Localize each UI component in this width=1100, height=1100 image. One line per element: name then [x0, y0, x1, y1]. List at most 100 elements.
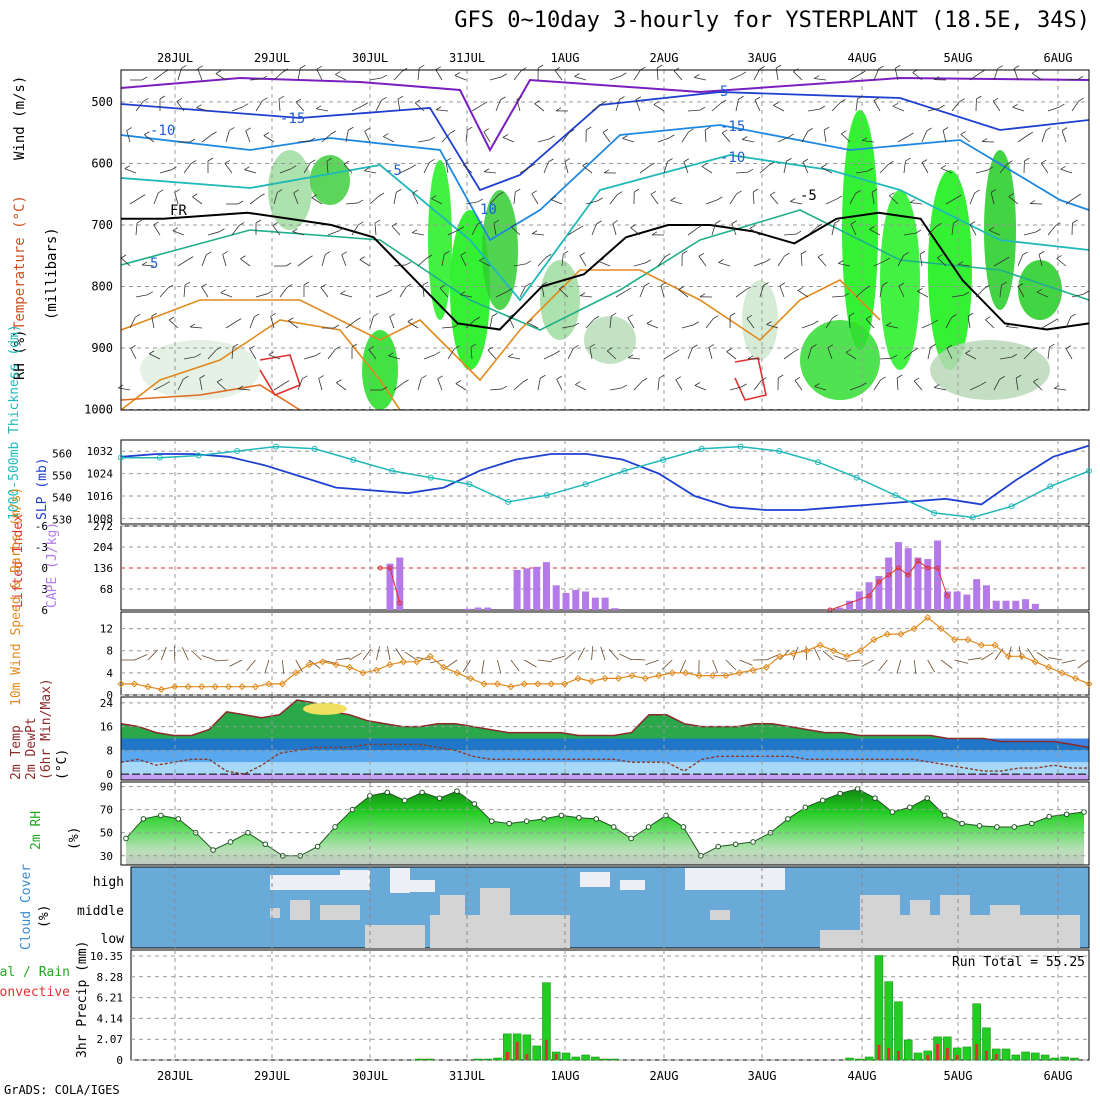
wind-barb — [678, 289, 689, 298]
wind-barb — [889, 195, 899, 205]
cape-bar — [875, 576, 883, 610]
wind-barb — [942, 130, 947, 143]
wind-barb-flag — [406, 283, 412, 288]
rh-shade — [140, 340, 260, 400]
wind-barb-flag — [1013, 65, 1020, 69]
wind-barb-flag — [1036, 288, 1043, 293]
wind-barb-flag — [1029, 200, 1036, 204]
wind-barb — [711, 223, 716, 236]
wind-barb — [513, 192, 516, 205]
wind-barb-flag — [483, 168, 490, 173]
x-tick-label-bottom: 30JUL — [352, 1069, 388, 1083]
wind-barb-flag — [1083, 290, 1089, 295]
wind-barb — [516, 99, 521, 112]
wind-barb-flag — [832, 314, 838, 319]
wind-barb-flag — [979, 69, 986, 74]
wind-barb — [777, 255, 785, 267]
wind-barb — [921, 162, 929, 174]
wind-barb — [445, 659, 458, 669]
wind-barb — [879, 357, 892, 360]
precip-frame — [130, 949, 1090, 1061]
wind-speed-marker — [1004, 652, 1012, 660]
x-tick-label-bottom: 3AUG — [748, 1069, 777, 1083]
wind-barb — [1023, 231, 1036, 236]
precip-convective-bar — [984, 1050, 988, 1060]
wind-speed-marker — [332, 661, 340, 669]
wind-barb-flag — [303, 281, 310, 286]
rh-marker — [994, 824, 1000, 830]
wind-barb-flag — [956, 194, 962, 199]
wind-barb — [1041, 130, 1047, 143]
wind-barb — [345, 130, 349, 143]
wind-barb — [196, 107, 209, 112]
wind-barb — [615, 290, 627, 298]
wind-barb — [903, 232, 916, 236]
wind-barb-flag — [627, 354, 634, 359]
wind-barb-flag — [819, 105, 826, 110]
thickness-marker — [311, 445, 318, 452]
wind-barb — [633, 262, 646, 267]
wind-barb — [423, 354, 436, 360]
wind-barb-flag — [909, 199, 916, 203]
x-tick-label-bottom: 2AUG — [650, 1069, 679, 1083]
rh-shade — [800, 320, 880, 400]
wind-barb — [462, 659, 471, 673]
precip-total-bar — [610, 1058, 620, 1061]
precip-total-bar — [845, 1057, 854, 1061]
wind-barb — [990, 192, 995, 205]
wind-barb — [135, 101, 144, 112]
wind-speed-marker — [453, 669, 461, 677]
wind-barb-flag — [669, 134, 675, 139]
wind-barb-flag — [181, 65, 187, 69]
wind-barb-flag — [429, 136, 436, 141]
wind-barb — [591, 103, 602, 112]
wind-barb — [940, 167, 953, 174]
wind-barb — [849, 193, 856, 205]
wind-barb-flag — [285, 262, 292, 267]
rh-marker — [1028, 820, 1035, 827]
wind-barb — [160, 646, 167, 661]
wind-barb — [279, 287, 288, 298]
wind-speed-marker — [467, 674, 475, 682]
wind-barb-flag — [474, 316, 481, 321]
wind-barb-flag — [715, 220, 721, 224]
precip-total-bar — [415, 1058, 424, 1061]
wind-barb-flag — [731, 220, 738, 225]
wind-barb-flag — [802, 158, 809, 163]
precip-tick-label: 10.35 — [90, 950, 123, 963]
wind-barb — [919, 254, 923, 267]
wind-barb — [412, 232, 425, 236]
wind-speed-marker — [601, 674, 609, 682]
cape-bar — [914, 557, 922, 610]
wind-barb-flag — [987, 166, 993, 171]
wind-barb-flag — [153, 221, 159, 226]
wind-barb-flag — [564, 158, 571, 162]
wind-barb — [399, 167, 411, 174]
wind-barb-flag — [827, 344, 834, 349]
wind-barb-flag — [164, 381, 170, 385]
wind-barb-flag — [458, 226, 464, 231]
wind-barb — [1065, 316, 1072, 329]
wind-barb — [630, 227, 641, 236]
thickness-tick-label: 530 — [52, 514, 72, 527]
rh-marker — [889, 809, 896, 815]
wind-barb-flag — [229, 127, 235, 131]
cape-bar — [464, 608, 472, 610]
rh-marker — [750, 839, 756, 845]
wind-barb — [387, 646, 391, 661]
run-total-label: Run Total = 55.25 — [952, 955, 1085, 970]
wind-speed-marker — [157, 685, 165, 694]
wind-barb — [898, 285, 905, 298]
wind-barb-flag — [237, 200, 244, 205]
wind-barb — [1006, 326, 1019, 329]
wind-barb-flag — [575, 381, 581, 385]
wind-barb-flag — [502, 134, 509, 138]
wind-barb-flag — [232, 343, 239, 348]
wind-barb — [225, 130, 230, 143]
freezing-level-line — [121, 211, 1090, 331]
wind-barb — [873, 379, 881, 391]
wind-barb-flag — [515, 188, 521, 193]
wind-barb-flag — [926, 127, 932, 132]
wind-barb-flag — [174, 189, 180, 193]
wind-barb — [615, 99, 620, 112]
